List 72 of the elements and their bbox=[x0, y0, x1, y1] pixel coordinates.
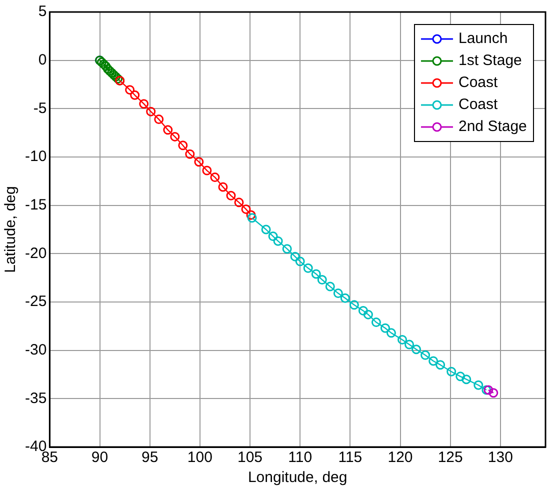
point bbox=[234, 198, 244, 208]
point bbox=[446, 366, 456, 376]
point bbox=[488, 388, 498, 398]
legend-label: Coast bbox=[458, 73, 498, 93]
point bbox=[290, 252, 300, 262]
y-axis-title: Latitude, deg bbox=[2, 186, 20, 273]
point bbox=[456, 372, 466, 382]
point bbox=[282, 244, 292, 254]
y-tick-label: -15 bbox=[24, 196, 47, 214]
point bbox=[130, 90, 140, 100]
legend-label: 2nd Stage bbox=[458, 117, 527, 137]
point bbox=[303, 263, 313, 273]
point bbox=[404, 340, 414, 350]
point bbox=[462, 374, 472, 384]
x-axis-title: Longitude, deg bbox=[248, 469, 348, 486]
point bbox=[420, 350, 430, 360]
point bbox=[268, 232, 278, 242]
point bbox=[273, 236, 283, 246]
point bbox=[246, 210, 256, 220]
point bbox=[170, 132, 180, 142]
x-tick-label: 110 bbox=[288, 449, 312, 466]
point bbox=[412, 344, 422, 354]
point bbox=[436, 360, 446, 370]
point bbox=[349, 300, 359, 310]
point bbox=[358, 306, 368, 316]
point bbox=[386, 328, 396, 338]
point bbox=[317, 275, 327, 285]
point bbox=[363, 310, 373, 320]
point bbox=[139, 99, 149, 109]
x-tick-label: 115 bbox=[338, 449, 362, 466]
point bbox=[125, 85, 135, 95]
point bbox=[247, 213, 257, 223]
x-tick-label: 125 bbox=[438, 449, 463, 466]
y-tick-label: -35 bbox=[24, 390, 47, 407]
point bbox=[325, 282, 335, 292]
legend-label: Coast bbox=[458, 95, 498, 115]
legend-label: 1st Stage bbox=[458, 51, 522, 71]
point bbox=[178, 140, 188, 150]
y-tick-label: -25 bbox=[24, 293, 47, 310]
y-tick-label: -20 bbox=[24, 244, 47, 262]
point bbox=[311, 269, 321, 279]
point bbox=[226, 190, 236, 200]
point bbox=[371, 318, 381, 328]
point bbox=[428, 356, 438, 366]
point bbox=[398, 334, 408, 344]
x-tick-label: 95 bbox=[142, 449, 158, 466]
legend-label: Launch bbox=[458, 29, 508, 49]
point bbox=[210, 172, 220, 182]
point bbox=[146, 106, 156, 116]
y-tick-label: -30 bbox=[24, 341, 47, 358]
point bbox=[333, 288, 343, 298]
point bbox=[295, 256, 305, 266]
point bbox=[163, 125, 173, 135]
point bbox=[154, 114, 164, 124]
y-tick-label: -10 bbox=[24, 148, 47, 166]
point bbox=[474, 380, 484, 390]
y-tick-label: -5 bbox=[33, 100, 47, 117]
x-tick-label: 105 bbox=[237, 449, 263, 466]
point bbox=[194, 157, 204, 167]
point bbox=[261, 224, 271, 234]
y-tick-label: 5 bbox=[38, 3, 47, 20]
x-tick-label: 100 bbox=[187, 449, 212, 466]
point bbox=[380, 323, 390, 333]
y-tick-label: 0 bbox=[38, 51, 47, 68]
x-tick-label: 130 bbox=[488, 449, 513, 466]
point bbox=[340, 293, 350, 303]
x-tick-label: 120 bbox=[388, 449, 413, 466]
point bbox=[241, 204, 251, 214]
point bbox=[218, 182, 228, 192]
point bbox=[202, 166, 212, 176]
point bbox=[185, 149, 195, 159]
x-tick-label: 90 bbox=[91, 449, 108, 466]
